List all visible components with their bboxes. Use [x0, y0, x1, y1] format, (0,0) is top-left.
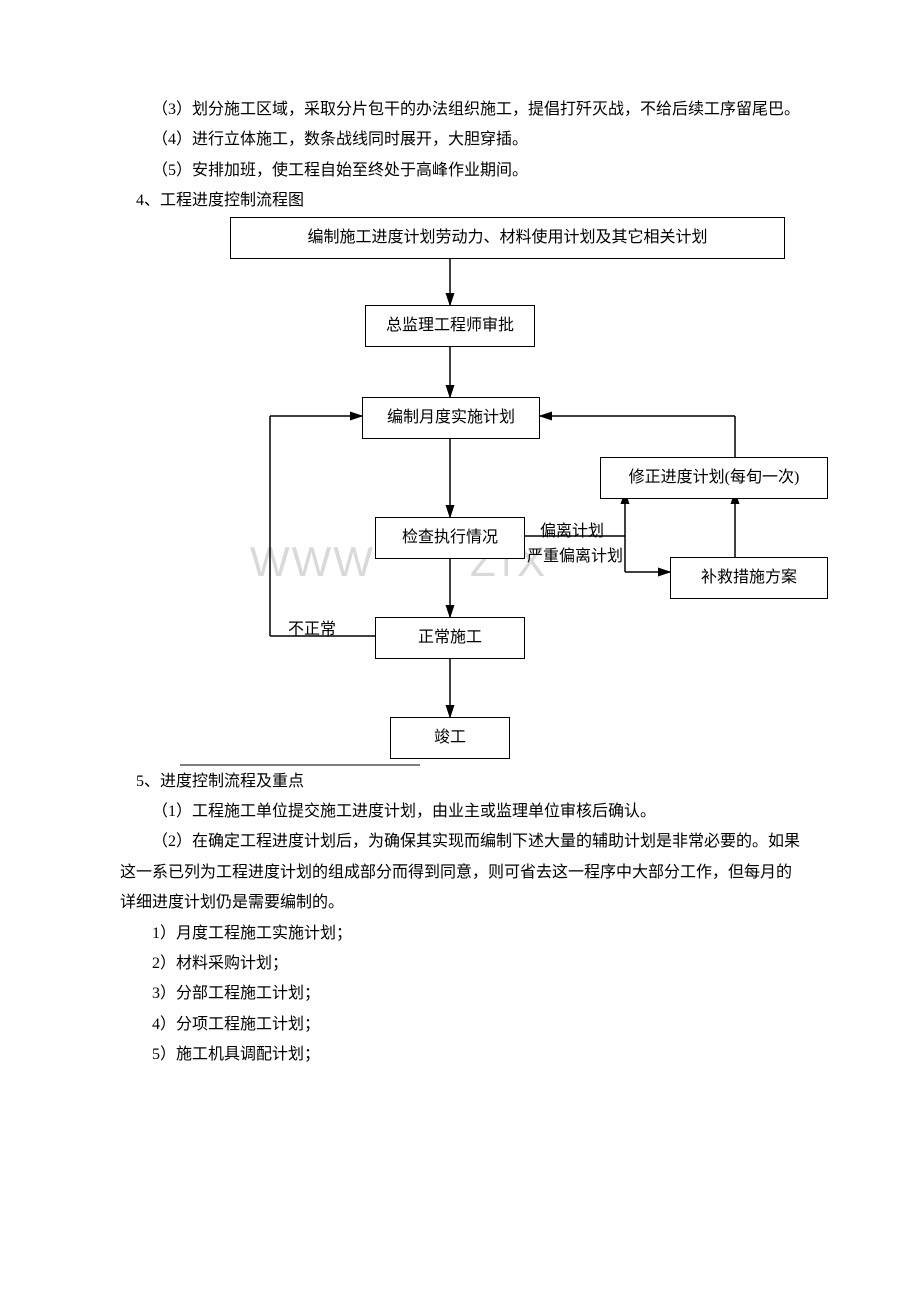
list-item-3: 3）分部工程施工计划； — [120, 979, 800, 1009]
paragraph-5: （5）安排加班，使工程自始至终处于高峰作业期间。 — [120, 156, 800, 186]
label-severe: 严重偏离计划 — [527, 542, 623, 572]
list-item-5: 5）施工机具调配计划； — [120, 1040, 800, 1070]
node-check: 检查执行情况 — [375, 517, 525, 559]
node-monthly: 编制月度实施计划 — [362, 397, 540, 439]
list-item-2: 2）材料采购计划； — [120, 949, 800, 979]
node-remedy: 补救措施方案 — [670, 557, 828, 599]
list-item-4: 4）分项工程施工计划； — [120, 1010, 800, 1040]
label-abnormal: 不正常 — [288, 615, 336, 645]
paragraph-3: （3）划分施工区域，采取分片包干的办法组织施工，提倡打歼灭战，不给后续工序留尾巴… — [120, 95, 800, 125]
node-approve: 总监理工程师审批 — [365, 305, 535, 347]
paragraph-5-1: （1）工程施工单位提交施工进度计划，由业主或监理单位审核后确认。 — [120, 797, 800, 827]
paragraph-5-2: （2）在确定工程进度计划后，为确保其实现而编制下述大量的辅助计划是非常必要的。如… — [120, 827, 800, 918]
node-plan: 编制施工进度计划劳动力、材料使用计划及其它相关计划 — [230, 217, 785, 259]
flowchart-arrows — [170, 217, 850, 787]
list-item-1: 1）月度工程施工实施计划； — [120, 919, 800, 949]
node-revise: 修正进度计划(每旬一次) — [600, 457, 828, 499]
paragraph-4: （4）进行立体施工，数条战线同时展开，大胆穿插。 — [120, 125, 800, 155]
node-complete: 竣工 — [390, 717, 510, 759]
flowchart: WWW ZiX — [170, 217, 850, 787]
heading-4: 4、工程进度控制流程图 — [120, 186, 800, 216]
node-normal: 正常施工 — [375, 617, 525, 659]
